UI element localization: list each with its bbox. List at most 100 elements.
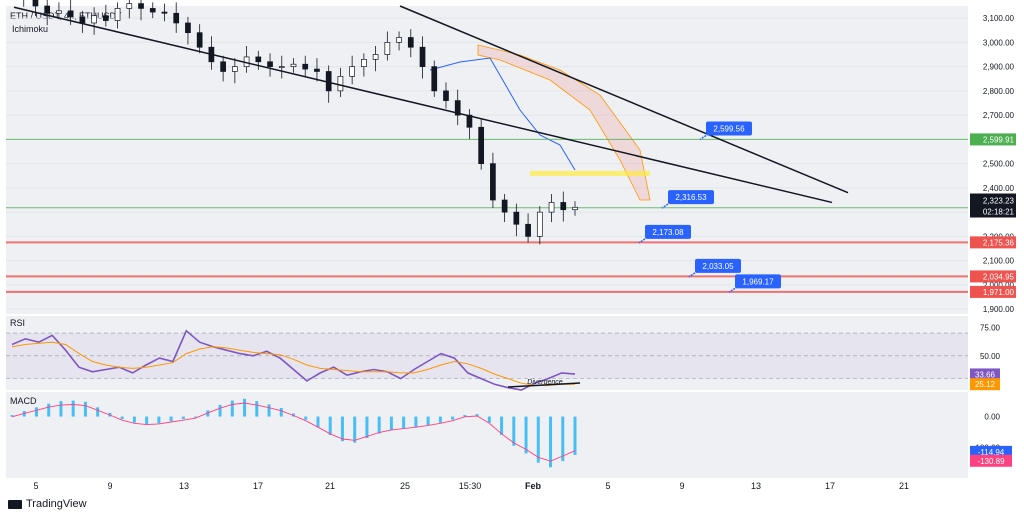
macd-hist-bar (83, 401, 87, 417)
candle-body (396, 37, 402, 43)
callout-pointer (699, 134, 707, 141)
candle-body (466, 114, 473, 128)
candle-body (560, 202, 567, 211)
candle-body (536, 211, 543, 237)
callout-pointer (688, 272, 696, 278)
price-tick-label: 2,800.00 (983, 87, 1015, 96)
callout-label: 2,033.05 (702, 262, 734, 271)
time-tick-label: 9 (679, 481, 684, 491)
macd-hist-bar (500, 416, 504, 435)
price-tick-label: 2,500.00 (983, 160, 1015, 169)
rsi-band (6, 333, 968, 379)
candle-body (67, 10, 74, 18)
time-tick-label: 21 (325, 481, 335, 491)
candle-body (32, 0, 39, 7)
callout-label: 1,969.17 (742, 277, 774, 286)
macd-hist-bar (549, 416, 553, 468)
macd-hist-bar (426, 416, 430, 426)
rsi-value-label: 33.66 (975, 370, 996, 379)
time-tick-label: 15:30 (459, 481, 482, 491)
callout-pointer (638, 238, 646, 244)
time-tick-label: 17 (253, 481, 263, 491)
level-label-bg (970, 285, 1016, 298)
tradingview-footer[interactable]: TradingView (8, 498, 87, 510)
macd-hist-bar (194, 416, 198, 418)
candle-body (454, 100, 461, 116)
tradingview-logo-icon (8, 499, 22, 509)
callout-box (668, 190, 714, 205)
macd-hist-bar (451, 416, 455, 420)
level-label: 2,175.36 (983, 238, 1015, 247)
rsi-tick-label: 75.00 (980, 323, 1001, 332)
time-tick-label: 17 (825, 481, 835, 491)
time-axis[interactable] (6, 478, 968, 494)
time-tick-label: Feb (525, 481, 542, 491)
callout-pointer (728, 287, 736, 293)
macd-hist-bar (353, 416, 357, 443)
macd-title: MACD (10, 396, 37, 406)
macd-hist-bar (181, 416, 185, 420)
candle-body (44, 5, 51, 14)
time-tick-label: 5 (605, 481, 610, 491)
macd-hist-bar (316, 416, 320, 428)
kijun-line (429, 57, 576, 171)
candle-body (407, 37, 414, 48)
candle-body (384, 42, 391, 55)
price-tick-label: 2,000.00 (983, 281, 1015, 290)
rsi-value-bg (970, 378, 1000, 391)
macd-hist-bar (377, 416, 381, 434)
price-tick-label: 3,100.00 (983, 14, 1015, 23)
price-tick-label: 1,900.00 (983, 305, 1015, 314)
trendline-upper (399, 5, 849, 194)
macd-hist-bar (475, 414, 479, 417)
macd-hist-bar (255, 401, 259, 417)
level-label-bg (970, 236, 1016, 249)
candle-body (337, 75, 344, 92)
candle-body (255, 56, 262, 63)
macd-hist-bar (279, 407, 283, 417)
candle-body (361, 59, 367, 67)
symbol-label: ETH / USDT, 4h, ETHUSDT (10, 11, 122, 21)
candle-body (126, 3, 133, 9)
candle-body (431, 66, 438, 92)
price-tick-label: 3,000.00 (983, 38, 1015, 47)
divergence-label: Divergence (527, 379, 563, 386)
candle-body (572, 206, 578, 211)
level-label: 2,599.91 (983, 135, 1015, 144)
callout-label: 2,316.53 (675, 193, 707, 202)
candle-body (501, 199, 508, 213)
current-price-label: 2,323.23 (983, 197, 1015, 206)
rsi-pane[interactable] (6, 316, 968, 390)
candle-body (419, 46, 426, 67)
macd-hist-bar (169, 416, 173, 422)
candle-body (185, 22, 191, 34)
ichimoku-cloud (477, 44, 651, 201)
candle-body (91, 15, 97, 24)
price-tick-label: 2,900.00 (983, 63, 1015, 72)
macd-hist-bar (561, 416, 565, 462)
time-tick-label: 5 (33, 481, 38, 491)
time-tick-label: 13 (751, 481, 761, 491)
macd-hist-bar (536, 416, 540, 463)
rsi-tick-label: 50.00 (980, 352, 1001, 361)
macd-hist-bar (512, 416, 516, 446)
candle-body (372, 54, 379, 60)
rsi-value-label: 25.12 (975, 380, 996, 389)
macd-value-label: -114.94 (978, 448, 1005, 457)
callout-box (645, 224, 691, 239)
candle-body (548, 202, 555, 213)
macd-hist-bar (145, 416, 149, 425)
candle-body (114, 8, 121, 21)
candle-body (161, 11, 168, 14)
macd-hist-bar (230, 400, 234, 417)
macd-hist-bar (96, 407, 100, 417)
macd-tick-label: 0.00 (984, 413, 1000, 422)
macd-signal-line (11, 402, 576, 462)
macd-pane[interactable] (6, 392, 968, 478)
candle-body (490, 163, 496, 201)
level-label: 1,971.00 (983, 288, 1015, 297)
callout-label: 2,599.56 (713, 124, 745, 133)
candle-body (232, 66, 238, 72)
